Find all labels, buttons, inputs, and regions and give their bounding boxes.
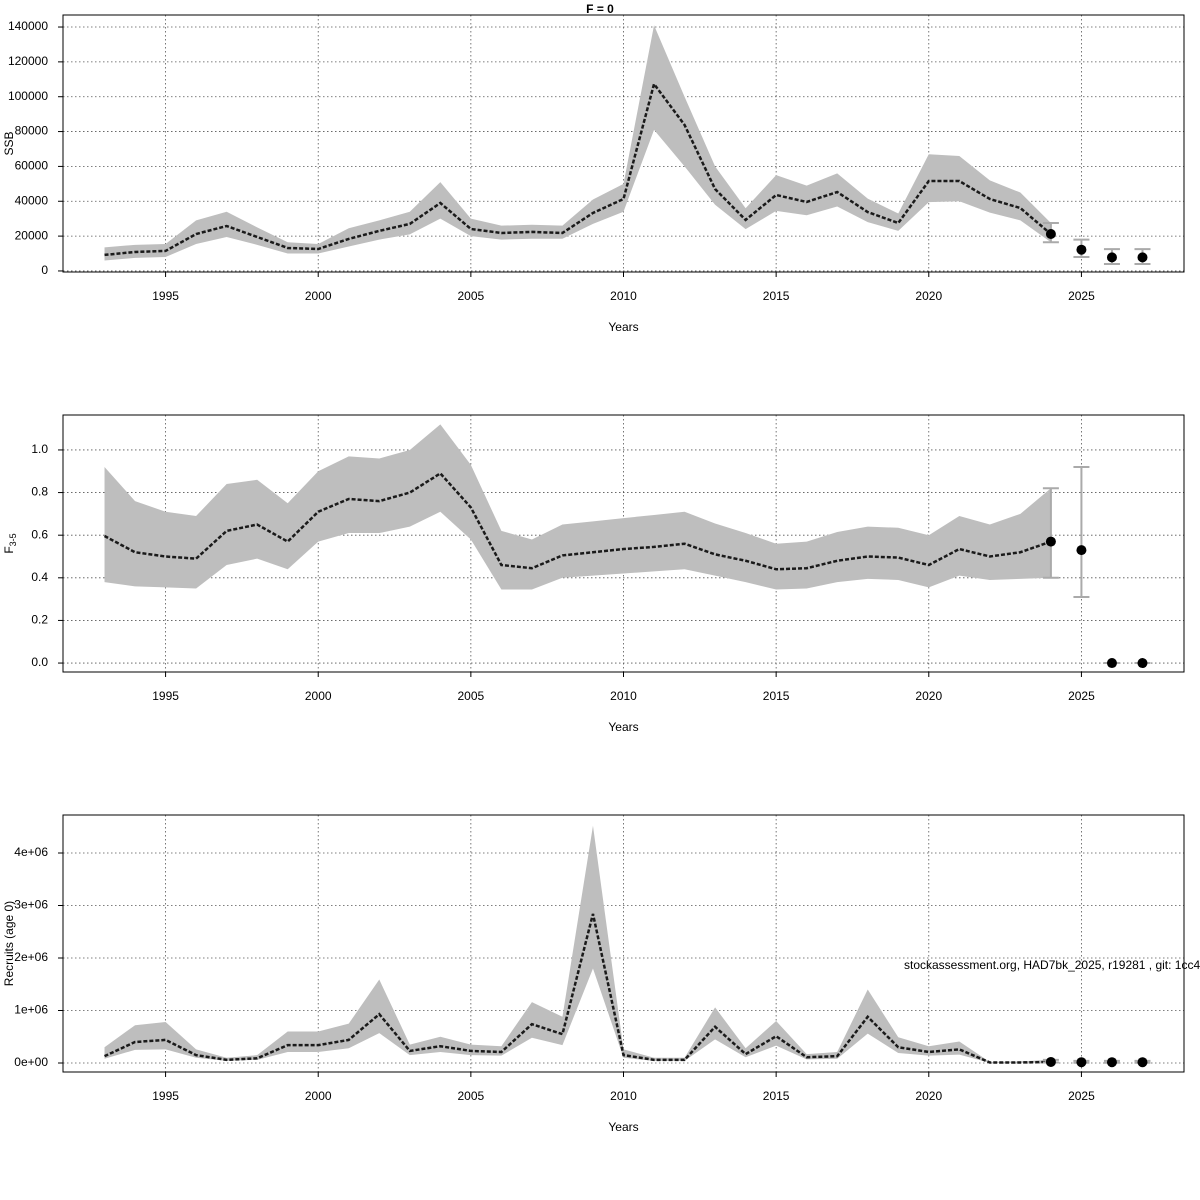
forecast-point bbox=[1137, 658, 1148, 669]
y-axis-label: SSB bbox=[2, 131, 16, 155]
confidence-band bbox=[104, 825, 1051, 1063]
y-tick-label: 0.6 bbox=[31, 527, 48, 541]
y-axis-label-main: F bbox=[2, 546, 16, 553]
forecast-point bbox=[1045, 536, 1056, 547]
forecast-point bbox=[1045, 229, 1056, 240]
annotation: stockassessment.org, HAD7bk_2025, r19281… bbox=[904, 958, 1200, 972]
x-tick-label: 2015 bbox=[763, 1089, 790, 1103]
x-tick-label: 2005 bbox=[458, 689, 485, 703]
x-tick-label: 1995 bbox=[152, 289, 179, 303]
chart-title: F = 0 bbox=[586, 2, 614, 16]
x-tick-label: 2000 bbox=[305, 1089, 332, 1103]
x-tick-label: 2005 bbox=[458, 1089, 485, 1103]
plot-frame bbox=[62, 814, 1185, 1073]
estimate-line bbox=[104, 81, 1052, 257]
y-tick-label: 140000 bbox=[8, 19, 48, 33]
x-tick-label: 2015 bbox=[763, 289, 790, 303]
forecast-point bbox=[1045, 1056, 1056, 1067]
x-tick-label: 1995 bbox=[152, 689, 179, 703]
forecast-point bbox=[1137, 1057, 1148, 1068]
y-tick-label: 120000 bbox=[8, 54, 48, 68]
y-tick-label: 4e+06 bbox=[14, 845, 48, 859]
y-tick-label: 60000 bbox=[15, 159, 49, 173]
y-axis-label-subscript: 3-5 bbox=[8, 533, 18, 546]
x-tick-label: 2020 bbox=[915, 689, 942, 703]
forecast-point bbox=[1106, 252, 1117, 263]
y-tick-label: 40000 bbox=[15, 193, 49, 207]
x-tick-label: 2000 bbox=[305, 289, 332, 303]
y-tick-label: 0.0 bbox=[31, 655, 48, 669]
confidence-band bbox=[104, 25, 1051, 261]
estimate-line bbox=[103, 471, 1052, 571]
y-tick-label: 0e+00 bbox=[14, 1055, 48, 1069]
x-tick-label: 2010 bbox=[610, 689, 637, 703]
y-tick-label: 20000 bbox=[15, 228, 49, 242]
x-tick-label: 1995 bbox=[152, 1089, 179, 1103]
x-axis-label: Years bbox=[608, 320, 638, 334]
x-tick-label: 2020 bbox=[915, 289, 942, 303]
forecast-point bbox=[1106, 1057, 1117, 1068]
y-axis-label: F3-5 bbox=[2, 533, 18, 553]
y-tick-label: 2e+06 bbox=[14, 950, 48, 964]
y-tick-label: 0 bbox=[41, 263, 48, 277]
estimate-line bbox=[103, 913, 1051, 1064]
x-axis-label: Years bbox=[608, 1120, 638, 1134]
y-tick-label: 1.0 bbox=[31, 442, 48, 456]
y-axis-label: Recruits (age 0) bbox=[2, 901, 16, 986]
y-tick-label: 80000 bbox=[15, 124, 49, 138]
confidence-band bbox=[104, 424, 1051, 590]
plot-frame bbox=[62, 414, 1185, 673]
plot-frame bbox=[62, 14, 1185, 273]
y-tick-label: 3e+06 bbox=[14, 898, 48, 912]
y-tick-label: 1e+06 bbox=[14, 1003, 48, 1017]
forecast-point bbox=[1137, 252, 1148, 263]
x-tick-label: 2020 bbox=[915, 1089, 942, 1103]
x-tick-label: 2000 bbox=[305, 689, 332, 703]
x-tick-label: 2025 bbox=[1068, 289, 1095, 303]
forecast-point bbox=[1076, 244, 1087, 255]
forecast-point bbox=[1076, 1057, 1087, 1068]
x-tick-label: 2025 bbox=[1068, 689, 1095, 703]
x-tick-label: 2025 bbox=[1068, 1089, 1095, 1103]
x-tick-label: 2005 bbox=[458, 289, 485, 303]
y-tick-label: 100000 bbox=[8, 89, 48, 103]
forecast-point bbox=[1076, 545, 1087, 556]
y-tick-label: 0.4 bbox=[31, 570, 48, 584]
x-tick-label: 2010 bbox=[610, 289, 637, 303]
x-tick-label: 2015 bbox=[763, 689, 790, 703]
y-tick-label: 0.2 bbox=[31, 613, 48, 627]
y-tick-label: 0.8 bbox=[31, 485, 48, 499]
x-tick-label: 2010 bbox=[610, 1089, 637, 1103]
forecast-point bbox=[1106, 658, 1117, 669]
x-axis-label: Years bbox=[608, 720, 638, 734]
